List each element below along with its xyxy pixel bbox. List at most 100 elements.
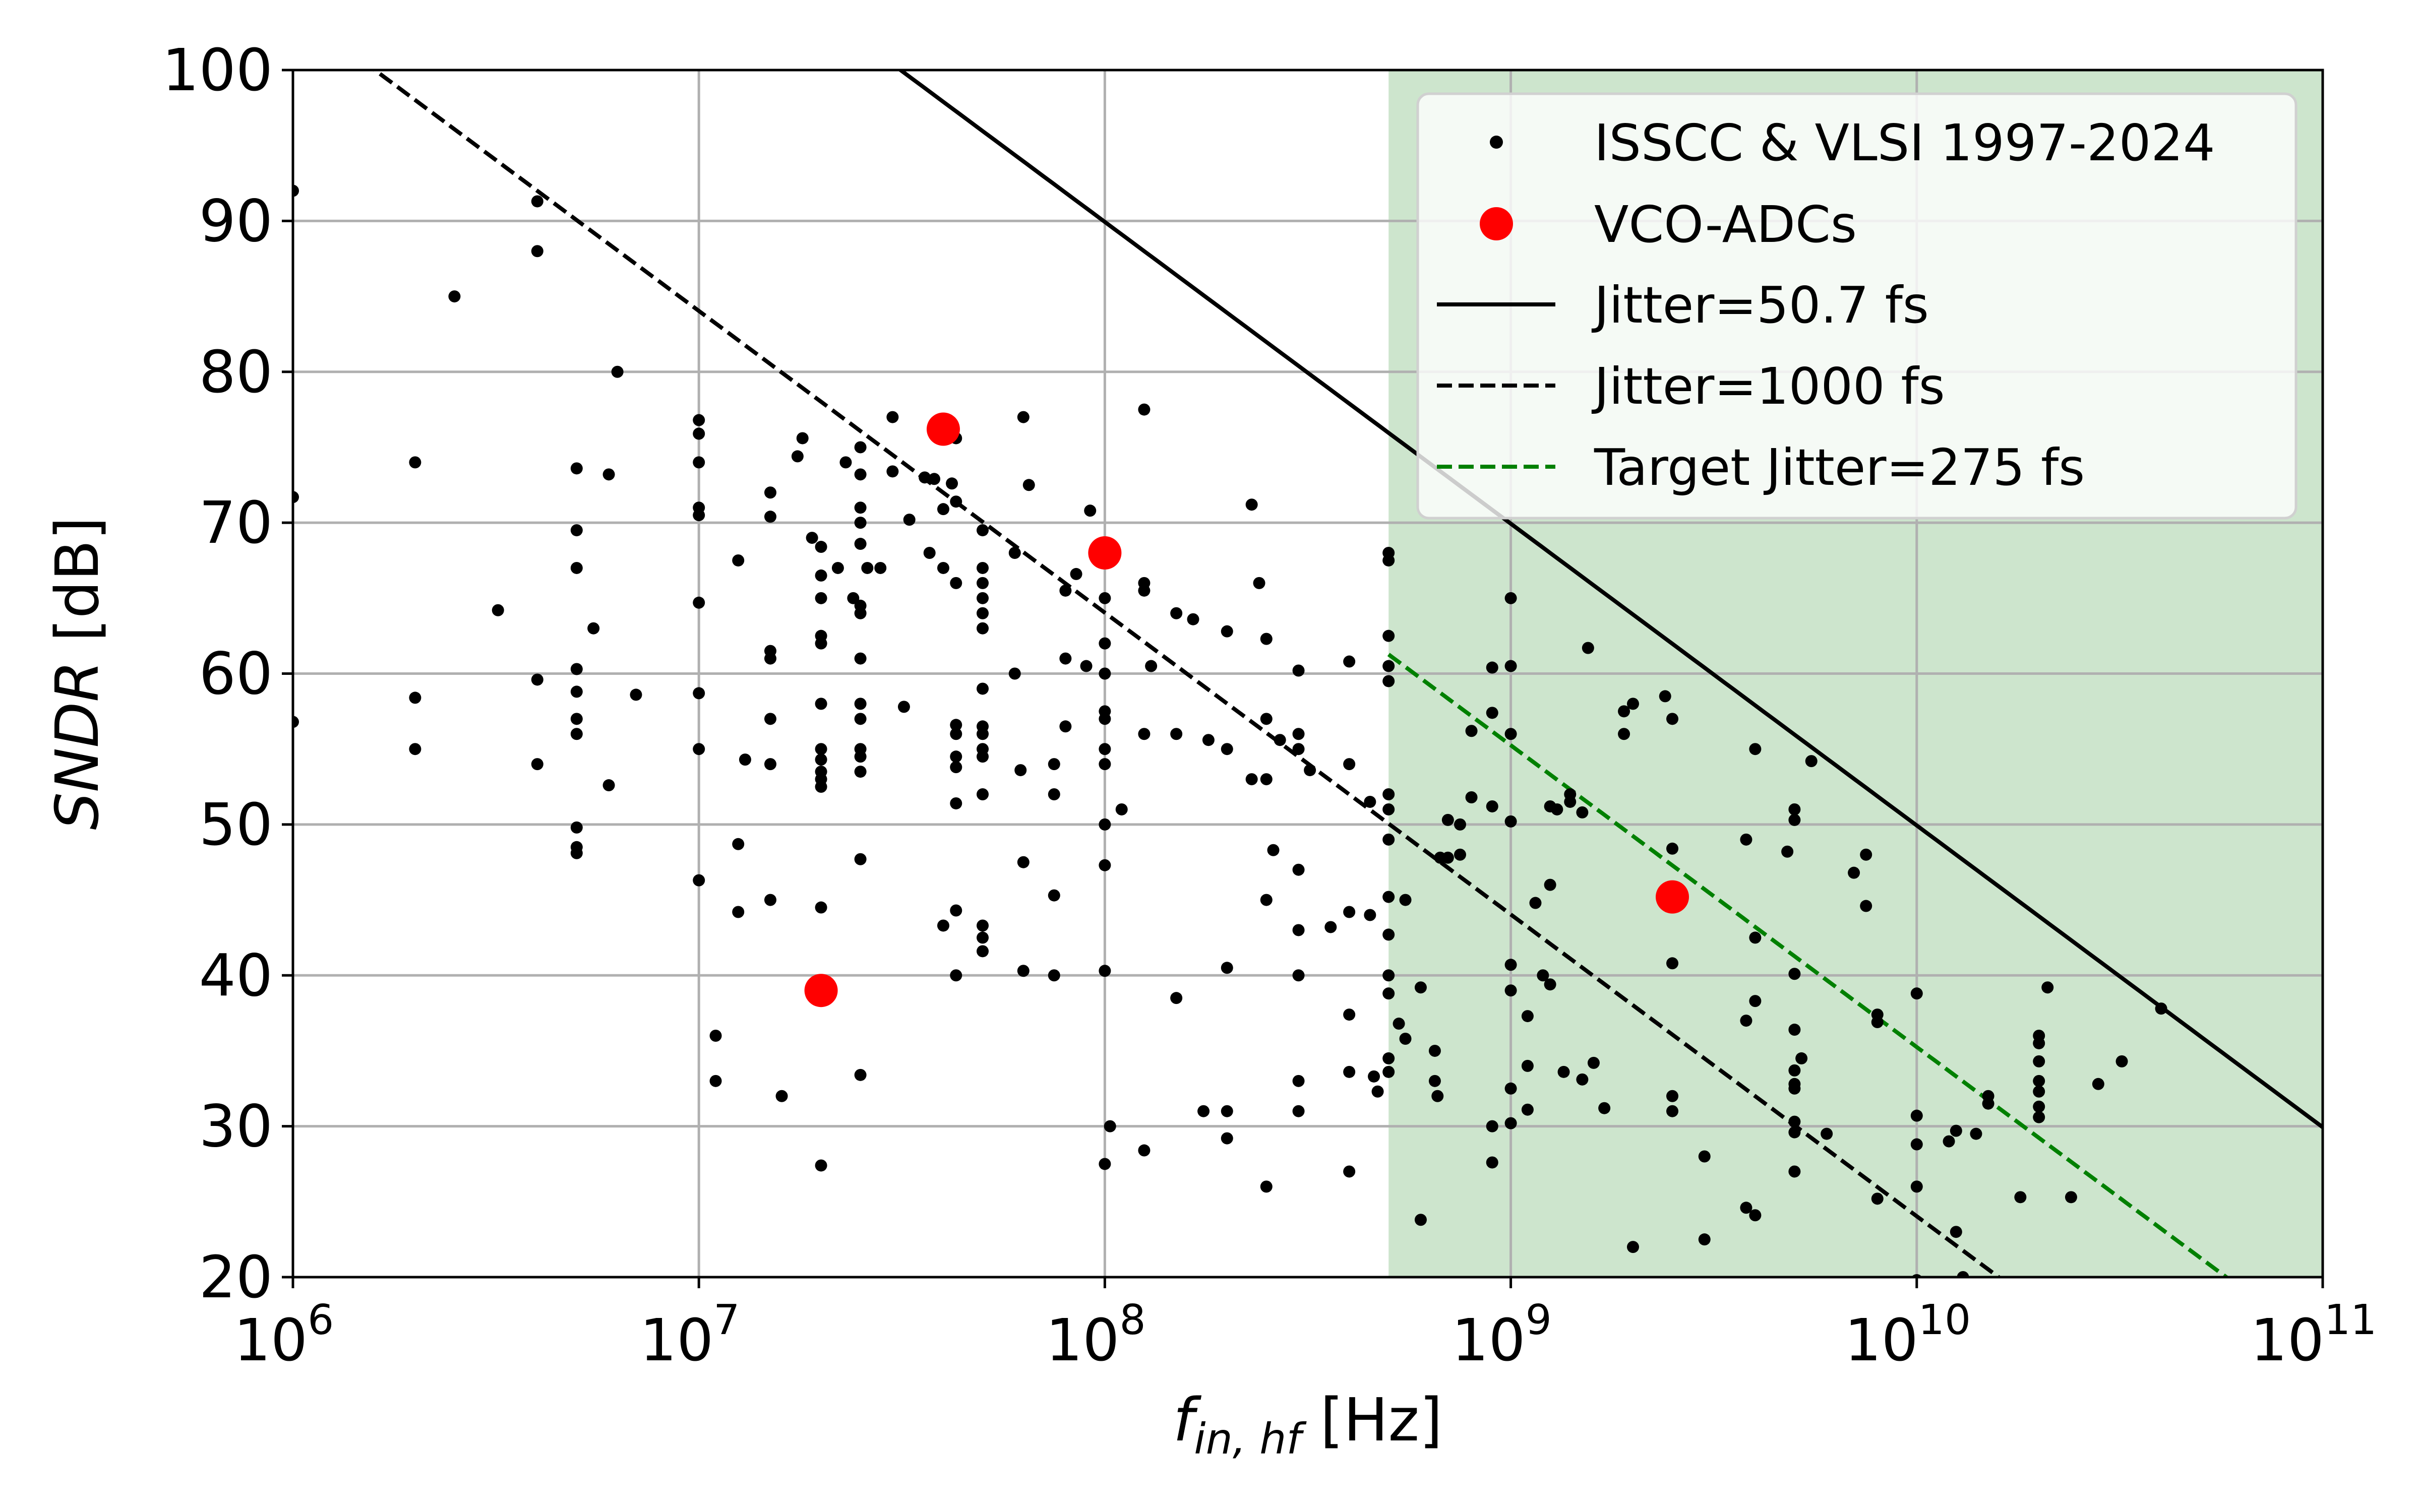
survey-point bbox=[1860, 848, 1872, 861]
legend-label-jitter-1000: Jitter=1000 fs bbox=[1591, 357, 1945, 416]
survey-point bbox=[1576, 1073, 1589, 1086]
survey-point bbox=[977, 919, 989, 932]
survey-point bbox=[693, 687, 705, 700]
survey-point bbox=[1598, 1102, 1611, 1114]
survey-point bbox=[977, 607, 989, 619]
survey-point bbox=[854, 766, 867, 778]
survey-point bbox=[2115, 1055, 2128, 1067]
survey-point bbox=[1465, 791, 1478, 803]
survey-point bbox=[764, 486, 776, 499]
survey-point bbox=[1788, 1064, 1801, 1077]
survey-point bbox=[1414, 1214, 1427, 1226]
x-tick-label: 1011 bbox=[2251, 1296, 2377, 1374]
y-tick-label: 100 bbox=[162, 37, 273, 104]
survey-point bbox=[1441, 813, 1454, 826]
survey-point bbox=[1950, 1226, 1962, 1238]
survey-point bbox=[531, 245, 543, 258]
survey-point bbox=[1399, 894, 1412, 906]
survey-point bbox=[1788, 1126, 1801, 1139]
survey-point bbox=[1860, 900, 1872, 912]
survey-point bbox=[1368, 1070, 1380, 1083]
survey-point bbox=[1666, 713, 1679, 725]
survey-point bbox=[1138, 403, 1151, 416]
survey-point bbox=[874, 561, 887, 574]
survey-point bbox=[1304, 764, 1316, 777]
survey-point bbox=[1221, 743, 1233, 755]
survey-point bbox=[693, 414, 705, 426]
survey-point bbox=[1521, 1059, 1534, 1072]
survey-point bbox=[815, 901, 827, 914]
legend-marker-survey bbox=[1490, 136, 1503, 149]
survey-point bbox=[1957, 1271, 1969, 1277]
survey-point bbox=[886, 411, 899, 423]
survey-point bbox=[937, 503, 949, 516]
survey-point bbox=[815, 781, 827, 793]
survey-point bbox=[1221, 1105, 1233, 1117]
survey-point bbox=[1740, 833, 1752, 846]
survey-point bbox=[1749, 1209, 1762, 1222]
survey-point bbox=[950, 969, 962, 982]
survey-point bbox=[854, 1068, 867, 1081]
survey-point bbox=[815, 569, 827, 582]
survey-point bbox=[1821, 1127, 1833, 1140]
survey-point bbox=[1382, 987, 1395, 1000]
survey-point bbox=[570, 821, 583, 834]
survey-point bbox=[1910, 1109, 1923, 1122]
survey-point bbox=[1099, 965, 1111, 977]
survey-point bbox=[1626, 698, 1639, 710]
survey-point bbox=[1084, 505, 1097, 517]
survey-point bbox=[1618, 705, 1630, 718]
y-tick-label: 50 bbox=[199, 791, 273, 859]
survey-point bbox=[764, 713, 776, 725]
survey-point bbox=[1059, 720, 1072, 733]
survey-point bbox=[570, 685, 583, 698]
survey-point bbox=[1048, 758, 1060, 771]
survey-point bbox=[1666, 1105, 1679, 1117]
survey-point bbox=[531, 195, 543, 208]
survey-point bbox=[796, 432, 809, 445]
survey-point bbox=[2033, 1085, 2045, 1098]
x-tick-label: 107 bbox=[640, 1296, 740, 1374]
survey-point bbox=[732, 906, 745, 918]
survey-point bbox=[1017, 411, 1030, 423]
survey-point bbox=[1788, 1115, 1801, 1128]
survey-point bbox=[293, 491, 299, 503]
survey-point bbox=[1059, 584, 1072, 597]
survey-point bbox=[2155, 1002, 2167, 1015]
legend-label-jitter-50-7: Jitter=50.7 fs bbox=[1591, 276, 1929, 335]
survey-point bbox=[1138, 584, 1151, 597]
survey-point bbox=[1749, 743, 1762, 755]
survey-point bbox=[1428, 1075, 1441, 1087]
survey-point bbox=[937, 919, 949, 932]
survey-point bbox=[815, 753, 827, 766]
survey-point bbox=[1008, 547, 1021, 559]
survey-point bbox=[1465, 725, 1478, 737]
survey-point bbox=[1788, 968, 1801, 980]
survey-point bbox=[1659, 690, 1671, 703]
x-tick-label: 106 bbox=[234, 1296, 334, 1374]
survey-point bbox=[1080, 660, 1093, 672]
survey-point bbox=[854, 607, 867, 619]
survey-point bbox=[1008, 667, 1021, 680]
survey-point bbox=[950, 797, 962, 809]
survey-point bbox=[602, 468, 615, 481]
x-tick-label: 108 bbox=[1046, 1296, 1146, 1374]
survey-point bbox=[1014, 764, 1027, 777]
survey-point bbox=[1364, 909, 1376, 921]
survey-point bbox=[1221, 625, 1233, 638]
survey-point bbox=[1343, 1165, 1356, 1178]
survey-point bbox=[1343, 758, 1356, 771]
survey-point bbox=[1441, 851, 1454, 864]
survey-point bbox=[764, 894, 776, 906]
survey-point bbox=[1504, 728, 1517, 740]
survey-point bbox=[2033, 1037, 2045, 1049]
survey-point bbox=[1343, 1065, 1356, 1078]
survey-point bbox=[570, 713, 583, 725]
survey-point bbox=[1666, 957, 1679, 970]
survey-point bbox=[1382, 833, 1395, 846]
survey-point bbox=[1292, 924, 1305, 936]
survey-point bbox=[1170, 607, 1183, 619]
survey-point bbox=[977, 788, 989, 800]
legend-label-vco: VCO-ADCs bbox=[1594, 195, 1857, 254]
jitter-lines-layer bbox=[371, 70, 2323, 1277]
